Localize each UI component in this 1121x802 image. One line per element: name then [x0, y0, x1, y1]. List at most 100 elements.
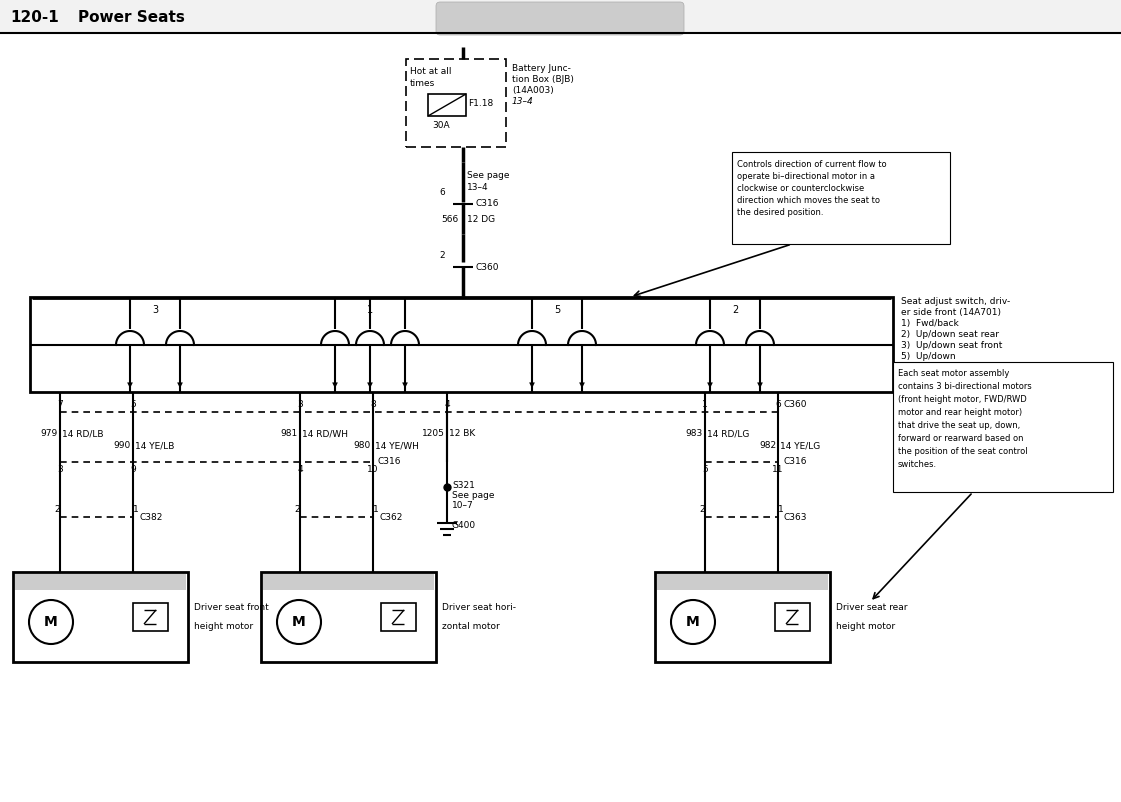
Bar	[655, 572, 830, 662]
Text: C360: C360	[475, 262, 499, 272]
Text: M: M	[293, 615, 306, 629]
Text: 1: 1	[778, 505, 784, 514]
Text: clockwise or counterclockwise: clockwise or counterclockwise	[736, 184, 864, 193]
Text: Driver seat rear: Driver seat rear	[836, 603, 908, 612]
Text: 1: 1	[133, 505, 139, 514]
Text: 981: 981	[280, 430, 298, 439]
Text: (front height motor, FWD/RWD: (front height motor, FWD/RWD	[898, 395, 1027, 404]
Text: height motor: height motor	[194, 622, 253, 631]
Text: 979: 979	[40, 430, 58, 439]
Text: Controls direction of current flow to: Controls direction of current flow to	[736, 160, 887, 169]
Text: See page: See page	[467, 171, 510, 180]
Text: the position of the seat control: the position of the seat control	[898, 447, 1028, 456]
Bar	[15, 574, 186, 590]
Text: 14 RD/LB: 14 RD/LB	[62, 430, 103, 439]
Text: M: M	[44, 615, 58, 629]
Text: 14 RD/LG: 14 RD/LG	[707, 430, 749, 439]
Bar	[657, 574, 828, 590]
Text: 3: 3	[297, 400, 303, 409]
Text: 14 YE/LG: 14 YE/LG	[780, 441, 821, 451]
Text: Battery Junc-: Battery Junc-	[512, 64, 571, 73]
Text: 13–4: 13–4	[512, 97, 534, 106]
Text: C316: C316	[378, 457, 401, 467]
Text: 14 YE/WH: 14 YE/WH	[376, 441, 419, 451]
Text: 30A: 30A	[432, 121, 450, 131]
Text: 3: 3	[57, 465, 63, 474]
Text: 2: 2	[439, 251, 445, 260]
Text: the desired position.: the desired position.	[736, 208, 824, 217]
Text: er side front (14A701): er side front (14A701)	[901, 308, 1001, 317]
Text: 5: 5	[130, 400, 136, 409]
Text: 983: 983	[686, 430, 703, 439]
Text: Seat adjust switch, driv-: Seat adjust switch, driv-	[901, 297, 1010, 306]
Bar	[263, 574, 434, 590]
Text: Driver seat hori-: Driver seat hori-	[442, 603, 516, 612]
Bar	[775, 603, 810, 631]
Bar	[428, 94, 466, 116]
Bar	[30, 297, 893, 392]
Text: G400: G400	[452, 521, 476, 530]
FancyBboxPatch shape	[436, 2, 684, 35]
Text: C316: C316	[475, 200, 499, 209]
Bar	[13, 572, 188, 662]
Text: times: times	[410, 79, 435, 88]
Bar	[406, 59, 506, 147]
Text: that drive the seat up, down,: that drive the seat up, down,	[898, 421, 1020, 430]
Text: 1: 1	[702, 400, 707, 409]
Text: 1)  Fwd/back: 1) Fwd/back	[901, 319, 958, 328]
Text: C362: C362	[379, 512, 402, 521]
Text: 2: 2	[294, 505, 299, 514]
Text: motor and rear height motor): motor and rear height motor)	[898, 408, 1022, 417]
Text: 566: 566	[442, 216, 458, 225]
Text: forward or rearward based on: forward or rearward based on	[898, 434, 1023, 443]
Text: 6: 6	[439, 188, 445, 197]
Text: 2: 2	[54, 505, 59, 514]
Text: C360: C360	[782, 400, 806, 409]
Text: 120-1: 120-1	[10, 10, 58, 25]
Text: switches.: switches.	[898, 460, 937, 469]
Text: 982: 982	[759, 441, 776, 451]
Text: See page: See page	[452, 492, 494, 500]
Bar	[893, 362, 1113, 492]
Bar	[381, 603, 416, 631]
Text: (14A003): (14A003)	[512, 86, 554, 95]
Text: 4: 4	[444, 400, 450, 409]
Text: zontal motor: zontal motor	[442, 622, 500, 631]
Bar	[732, 152, 949, 244]
Text: 12 BK: 12 BK	[450, 430, 475, 439]
Text: C363: C363	[784, 512, 807, 521]
Text: S321: S321	[452, 480, 475, 489]
Text: Driver seat front: Driver seat front	[194, 603, 269, 612]
Text: 3: 3	[152, 305, 158, 315]
Text: height motor: height motor	[836, 622, 896, 631]
Text: 2)  Up/down seat rear: 2) Up/down seat rear	[901, 330, 999, 339]
Bar	[0, 0, 1121, 33]
Text: 11: 11	[772, 465, 784, 474]
Text: 2: 2	[732, 305, 738, 315]
Text: C316: C316	[782, 457, 806, 467]
Text: 5: 5	[702, 465, 707, 474]
Text: 990: 990	[113, 441, 131, 451]
Text: 14 YE/LB: 14 YE/LB	[135, 441, 175, 451]
Text: 3)  Up/down seat front: 3) Up/down seat front	[901, 341, 1002, 350]
Text: contains 3 bi-directional motors: contains 3 bi-directional motors	[898, 382, 1031, 391]
Bar	[261, 572, 436, 662]
Text: 10: 10	[368, 465, 379, 474]
Text: Hot at all: Hot at all	[410, 67, 452, 76]
Text: 5)  Up/down: 5) Up/down	[901, 352, 955, 361]
Text: M: M	[686, 615, 700, 629]
Text: 7: 7	[57, 400, 63, 409]
Text: 1205: 1205	[423, 430, 445, 439]
Text: tion Box (BJB): tion Box (BJB)	[512, 75, 574, 84]
Text: C382: C382	[139, 512, 163, 521]
Text: 10–7: 10–7	[452, 501, 474, 511]
Text: 6: 6	[775, 400, 781, 409]
Text: 1: 1	[373, 505, 379, 514]
Text: 8: 8	[370, 400, 376, 409]
Text: Each seat motor assembly: Each seat motor assembly	[898, 369, 1009, 378]
Text: 14 RD/WH: 14 RD/WH	[302, 430, 348, 439]
Text: F1.18: F1.18	[467, 99, 493, 107]
Text: 4: 4	[297, 465, 303, 474]
Text: 9: 9	[130, 465, 136, 474]
Text: Power Seats: Power Seats	[78, 10, 185, 25]
